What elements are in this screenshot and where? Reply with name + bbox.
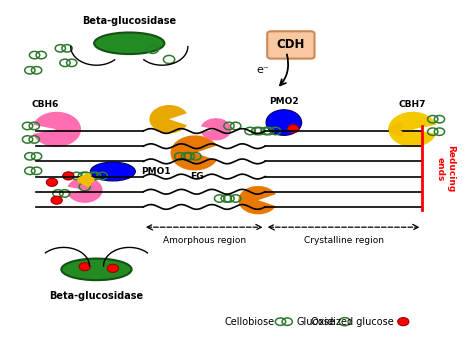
Text: PMO2: PMO2 [269, 97, 299, 106]
Text: PMO1: PMO1 [141, 167, 171, 176]
Circle shape [288, 125, 299, 133]
Ellipse shape [61, 259, 132, 280]
Ellipse shape [94, 33, 164, 54]
Circle shape [107, 264, 118, 272]
Wedge shape [33, 112, 81, 147]
Circle shape [46, 178, 57, 186]
Wedge shape [388, 112, 436, 147]
Text: Crystalline region: Crystalline region [303, 236, 383, 245]
Wedge shape [68, 177, 102, 203]
Text: Beta-glucosidase: Beta-glucosidase [49, 291, 144, 301]
Text: EG: EG [191, 172, 204, 181]
Text: CBH7: CBH7 [399, 100, 427, 109]
Wedge shape [171, 135, 217, 170]
Text: CBH6: CBH6 [31, 100, 59, 109]
Circle shape [398, 318, 409, 326]
Ellipse shape [91, 162, 136, 181]
Text: Cellobiose: Cellobiose [224, 317, 274, 327]
Wedge shape [149, 105, 187, 133]
Text: CDH: CDH [277, 38, 305, 51]
Text: Oxidized glucose: Oxidized glucose [311, 317, 394, 327]
Circle shape [266, 110, 301, 135]
Wedge shape [238, 186, 276, 214]
Circle shape [63, 172, 74, 180]
Text: e⁻: e⁻ [256, 65, 269, 75]
Text: Amorphous region: Amorphous region [163, 236, 246, 245]
Text: Reducing
ends: Reducing ends [436, 145, 455, 192]
Circle shape [51, 196, 62, 204]
FancyBboxPatch shape [267, 31, 315, 59]
Circle shape [79, 263, 91, 271]
Text: Beta-glucosidase: Beta-glucosidase [82, 16, 176, 26]
Text: Glucose: Glucose [297, 317, 336, 327]
Wedge shape [201, 118, 231, 140]
